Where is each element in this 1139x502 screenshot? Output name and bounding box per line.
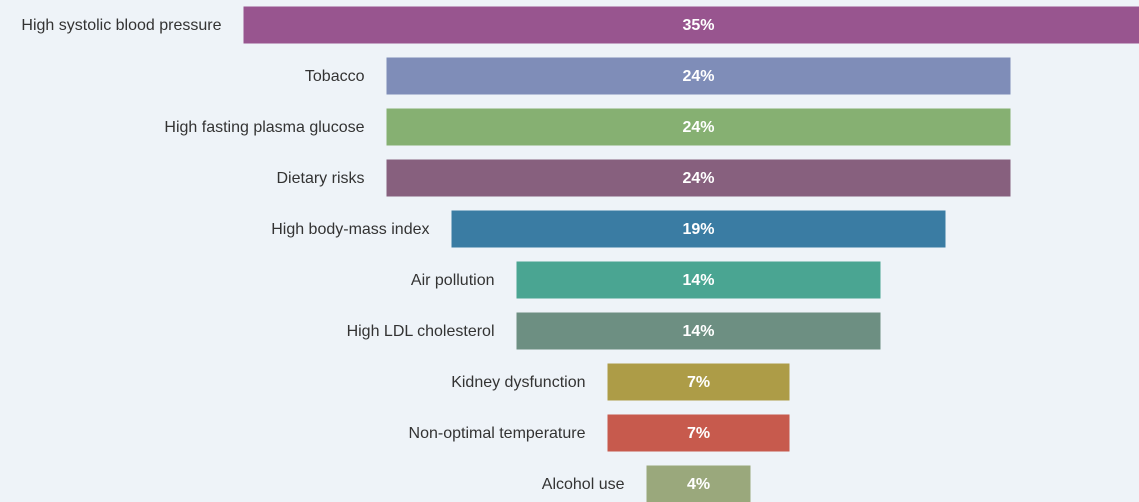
value-label: 35% (682, 17, 714, 34)
value-label: 24% (682, 170, 714, 187)
value-label: 7% (687, 374, 710, 391)
value-label: 7% (687, 425, 710, 442)
category-label: High LDL cholesterol (347, 323, 495, 340)
bar (386, 57, 1011, 95)
category-label: High body-mass index (271, 221, 429, 238)
category-label: Air pollution (411, 272, 495, 289)
bar (386, 108, 1011, 146)
value-label: 24% (682, 119, 714, 136)
bar (243, 6, 1139, 44)
value-label: 19% (682, 221, 714, 238)
category-label: High fasting plasma glucose (164, 119, 364, 136)
value-label: 4% (687, 476, 710, 493)
bar (607, 414, 790, 452)
category-label: Dietary risks (276, 170, 364, 187)
category-label: Tobacco (305, 68, 365, 85)
bar (607, 363, 790, 401)
value-label: 14% (682, 272, 714, 289)
category-label: Alcohol use (542, 476, 625, 493)
bar (451, 210, 946, 248)
bar (386, 159, 1011, 197)
bar (646, 465, 751, 502)
category-label: Non-optimal temperature (409, 425, 586, 442)
value-label: 24% (682, 68, 714, 85)
category-label: High systolic blood pressure (21, 17, 221, 34)
category-label: Kidney dysfunction (451, 374, 585, 391)
bar (516, 312, 881, 350)
bar (516, 261, 881, 299)
value-label: 14% (682, 323, 714, 340)
